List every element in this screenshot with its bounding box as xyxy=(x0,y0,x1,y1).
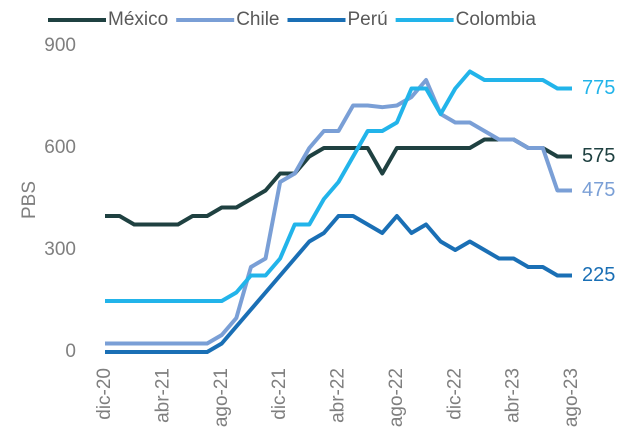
x-tick-label: ago-21 xyxy=(211,368,232,427)
y-axis-label: PBS xyxy=(19,181,40,219)
x-tick-label: dic-22 xyxy=(444,368,465,420)
end-label: 775 xyxy=(582,77,615,99)
series-line xyxy=(105,69,572,303)
y-tick-label: 600 xyxy=(44,137,76,158)
end-label: 475 xyxy=(582,179,615,201)
series-line xyxy=(105,78,572,346)
x-tick-label: dic-20 xyxy=(94,368,115,420)
y-tick-label: 900 xyxy=(44,35,76,56)
x-tick-label: ago-23 xyxy=(561,368,582,427)
x-tick-label: abr-22 xyxy=(328,368,349,423)
legend-label: Colombia xyxy=(456,9,537,30)
x-tick-label: abr-21 xyxy=(152,368,173,423)
x-tick-label: abr-23 xyxy=(503,368,524,423)
y-tick-label: 0 xyxy=(65,341,76,362)
legend-label: Perú xyxy=(348,9,388,30)
x-tick-label: dic-21 xyxy=(269,368,290,420)
end-label: 575 xyxy=(582,145,615,167)
legend-label: México xyxy=(108,9,168,30)
x-tick-label: ago-22 xyxy=(386,368,407,427)
legend-label: Chile xyxy=(236,9,279,30)
end-label: 225 xyxy=(582,264,615,286)
series-line xyxy=(105,214,572,354)
series-line xyxy=(105,137,572,227)
y-tick-label: 300 xyxy=(44,239,76,260)
